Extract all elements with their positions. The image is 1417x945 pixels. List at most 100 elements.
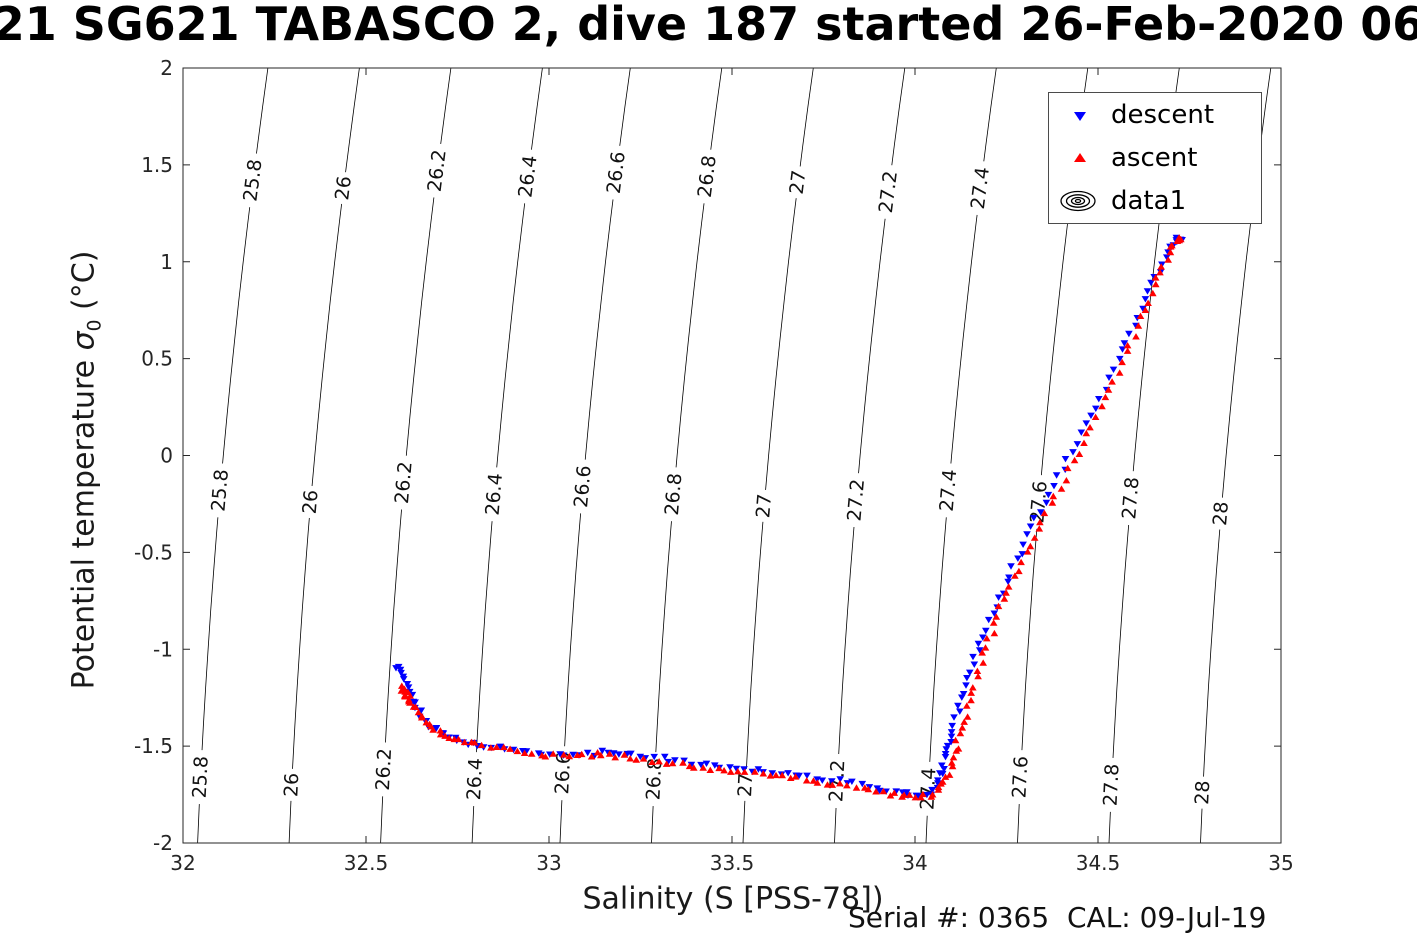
y-tick-label: 1	[160, 250, 173, 274]
ascent-marker	[1101, 393, 1110, 401]
ascent-marker	[401, 688, 409, 695]
ascent-marker	[951, 736, 960, 744]
descent-marker	[664, 758, 672, 766]
svg-text:26.4: 26.4	[514, 154, 541, 199]
axes-box	[182, 67, 1282, 844]
ascent-marker	[1108, 378, 1116, 385]
descent-marker	[836, 776, 844, 783]
ascent-marker	[639, 755, 648, 762]
ascent-marker	[685, 762, 694, 770]
descent-marker	[417, 707, 426, 714]
ascent-marker	[945, 771, 954, 778]
ascent-marker	[412, 703, 420, 710]
descent-marker	[984, 616, 993, 624]
ascent-marker	[1166, 248, 1175, 256]
ascent-marker	[587, 753, 596, 760]
svg-text:27.6: 27.6	[1008, 755, 1032, 798]
descent-marker	[975, 647, 984, 654]
y-tick-label: 0.5	[141, 347, 173, 371]
contour-label: 26.6	[602, 144, 631, 201]
contour-label: 27.8	[1100, 757, 1124, 813]
contour-label: 25.8	[239, 152, 267, 209]
legend-item-data1: data1	[1049, 179, 1261, 222]
svg-text:27.8: 27.8	[1118, 476, 1144, 520]
ascent-marker	[1017, 558, 1025, 566]
descent-marker	[1147, 279, 1155, 287]
contour-label: 26.4	[481, 466, 508, 523]
x-tick-label: 34	[902, 851, 927, 875]
ascent-marker	[593, 749, 602, 756]
ascent-marker	[549, 750, 557, 757]
ascent-marker	[605, 750, 614, 757]
ascent-marker	[1168, 242, 1176, 249]
svg-text:28: 28	[1209, 501, 1233, 527]
ascent-marker	[632, 756, 641, 763]
descent-marker	[1050, 483, 1058, 490]
x-tick-label: 34.5	[1076, 851, 1121, 875]
descent-marker	[583, 749, 592, 757]
ascent-marker	[487, 744, 495, 751]
ascent-marker	[1134, 322, 1143, 329]
descent-marker	[1005, 574, 1013, 581]
ascent-marker	[828, 781, 837, 788]
descent-marker	[1092, 405, 1100, 412]
ascent-marker	[436, 727, 445, 734]
ascent-marker	[1048, 499, 1057, 506]
ascent-marker	[506, 745, 514, 752]
figure-title: 21 SG621 TABASCO 2, dive 187 started 26-…	[0, 0, 1417, 51]
ascent-marker	[1015, 567, 1023, 575]
svg-text:26: 26	[299, 489, 323, 515]
contour-label: 26	[280, 768, 303, 802]
svg-text:26.8: 26.8	[694, 154, 721, 199]
ascent-marker	[406, 699, 414, 706]
descent-marker	[496, 743, 505, 750]
ascent-marker	[513, 747, 522, 755]
ascent-marker	[905, 791, 914, 798]
ascent-marker	[974, 672, 982, 680]
descent-marker	[1073, 441, 1082, 448]
descent-marker	[947, 733, 956, 740]
descent-marker	[1109, 366, 1118, 373]
descent-marker	[1042, 499, 1051, 507]
contour-label: 27.2	[843, 472, 869, 528]
ascent-marker	[823, 781, 832, 788]
descent-marker	[963, 675, 971, 682]
descent-marker	[1052, 472, 1061, 479]
contour-label: 26.4	[463, 751, 487, 807]
descent-marker	[947, 739, 955, 746]
y-tick-label: -0.5	[134, 540, 173, 564]
svg-text:27.4: 27.4	[936, 468, 962, 512]
ascent-marker	[1156, 269, 1164, 276]
descent-marker	[1019, 541, 1027, 548]
ascent-marker	[1151, 274, 1160, 281]
contour-label: 28	[1209, 496, 1233, 531]
descent-marker	[858, 780, 867, 788]
ascent-marker	[436, 731, 445, 738]
ascent-marker	[597, 751, 605, 759]
descent-marker	[627, 750, 635, 757]
ascent-marker	[1123, 342, 1132, 349]
ascent-marker	[1040, 509, 1049, 517]
descent-marker	[956, 708, 964, 715]
contour-label: 26.2	[423, 142, 452, 199]
svg-text:27.8: 27.8	[1100, 763, 1124, 806]
descent-marker	[598, 747, 607, 755]
descent-marker	[1120, 340, 1129, 347]
ascent-marker	[1075, 450, 1084, 457]
descent-marker	[1087, 412, 1095, 419]
ascent-marker	[990, 629, 999, 637]
descent-marker	[954, 702, 962, 710]
contour-label: 27.4	[966, 160, 995, 217]
ascent-marker	[1086, 424, 1094, 431]
y-tick-label: 0	[160, 444, 173, 468]
contour-label: 27.2	[874, 163, 903, 221]
contour-label: 26.2	[390, 454, 417, 511]
tick-labels: 32 32.5 33 33.5 34 34.5 35 -2 -1.5 -1 -0.5 0 0.5 1 1.5…	[134, 56, 1294, 875]
ascent-marker	[1082, 429, 1091, 437]
ascent-marker	[928, 791, 937, 798]
ascent-marker	[1136, 312, 1145, 319]
ascent-marker	[429, 726, 437, 733]
contour-label: 27.4	[916, 761, 940, 817]
contour-label: 25.8	[207, 462, 233, 519]
ascent-marker	[1132, 333, 1140, 340]
